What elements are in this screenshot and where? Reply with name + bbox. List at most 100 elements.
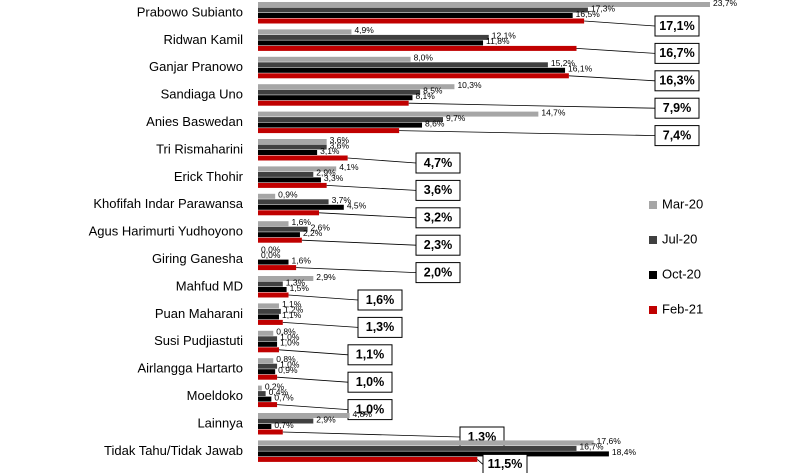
bar (258, 144, 327, 150)
category-label: Anies Baswedan (146, 114, 243, 129)
leader-line (319, 212, 417, 219)
bar (258, 292, 289, 298)
value-label: 1,0% (280, 359, 300, 369)
value-label: 1,0% (280, 332, 300, 342)
bar (258, 314, 279, 320)
category-label: Sandiaga Uno (161, 87, 243, 102)
category-label: Tidak Tahu/Tidak Jawab (104, 443, 243, 458)
value-label: 9,7% (446, 113, 466, 123)
bar (258, 451, 609, 457)
category-label: Khofifah Indar Parawansa (93, 196, 243, 211)
bar (258, 363, 278, 369)
bar (258, 117, 443, 123)
value-label: 2,2% (303, 228, 323, 238)
label-box (654, 42, 700, 64)
bar (258, 171, 314, 177)
bar (258, 374, 278, 380)
bar (258, 73, 569, 79)
value-label: 4,5% (347, 201, 367, 211)
label-box (347, 399, 393, 421)
bar (258, 29, 352, 35)
bar (258, 226, 308, 232)
value-label: 1,6% (292, 217, 312, 227)
legend-label: Jul-20 (662, 231, 697, 246)
value-label: 2,9% (316, 414, 336, 424)
bar (258, 237, 302, 243)
category-label: Susi Pudjiastuti (154, 333, 243, 348)
label-box (347, 344, 393, 366)
label-box (654, 125, 700, 147)
category-label: Ridwan Kamil (164, 32, 244, 47)
value-label: 7,9% (663, 101, 692, 115)
legend-label: Oct-20 (662, 266, 701, 281)
bar (258, 456, 478, 462)
bar (258, 155, 348, 161)
value-label: 3,6% (424, 183, 453, 197)
value-label: 16,7% (579, 442, 604, 452)
value-label: 3,6% (330, 140, 350, 150)
label-box (482, 453, 528, 473)
label-box (357, 316, 403, 338)
legend-label: Feb-21 (662, 301, 703, 316)
leader-line (301, 239, 417, 246)
value-label: 2,9% (316, 168, 336, 178)
category-label: Mahfud MD (176, 278, 243, 293)
value-label: 0,9% (278, 190, 298, 200)
bar (258, 413, 350, 418)
bar (258, 341, 278, 347)
value-label: 0,2% (265, 381, 285, 391)
value-label: 0,8% (276, 327, 296, 337)
legend-swatch (649, 306, 657, 314)
value-label: 12,1% (492, 31, 517, 41)
bar (258, 424, 272, 429)
value-label: 1,6% (292, 255, 312, 265)
value-label: 1,5% (290, 283, 310, 293)
value-label: 3,7% (332, 195, 352, 205)
value-label: 0,8% (276, 354, 296, 364)
category-label: Lainnya (197, 415, 243, 430)
value-label: 3,6% (330, 135, 350, 145)
value-label: 8,1% (415, 91, 435, 101)
leader-line (584, 20, 656, 27)
value-label: 17,6% (597, 436, 622, 446)
bar (258, 336, 278, 342)
bar (258, 13, 573, 18)
bar (258, 265, 297, 271)
bar (258, 182, 327, 188)
value-label: 2,0% (424, 265, 453, 279)
bar (258, 84, 455, 90)
bar (258, 276, 314, 281)
bar (258, 402, 278, 408)
value-label: 2,6% (311, 222, 331, 232)
bar (258, 67, 566, 73)
bar (258, 150, 318, 155)
category-label: Tri Rismaharini (156, 141, 243, 156)
legend-swatch (649, 271, 657, 279)
label-box (415, 179, 461, 201)
bar (258, 128, 400, 134)
value-label: 2,3% (424, 238, 453, 252)
value-label: 0,7% (274, 392, 294, 402)
bar (258, 287, 287, 292)
value-label: 1,1% (282, 299, 302, 309)
value-label: 1,1% (356, 348, 385, 362)
leader-line (399, 130, 656, 136)
bar (258, 100, 409, 106)
value-label: 0,0% (261, 250, 281, 260)
bar (258, 221, 289, 227)
bar (258, 2, 710, 7)
category-label: Prabowo Subianto (137, 4, 243, 19)
bar (258, 358, 274, 364)
bar (258, 18, 585, 24)
leader-line (282, 431, 461, 438)
label-box (415, 152, 461, 174)
bar (258, 111, 539, 117)
value-label: 17,3% (591, 3, 616, 13)
bar (258, 89, 421, 95)
value-label: 1,2% (284, 305, 304, 315)
leader-line (477, 459, 484, 465)
bar (258, 429, 283, 435)
value-label: 4,8% (353, 409, 373, 419)
bar (258, 177, 321, 183)
